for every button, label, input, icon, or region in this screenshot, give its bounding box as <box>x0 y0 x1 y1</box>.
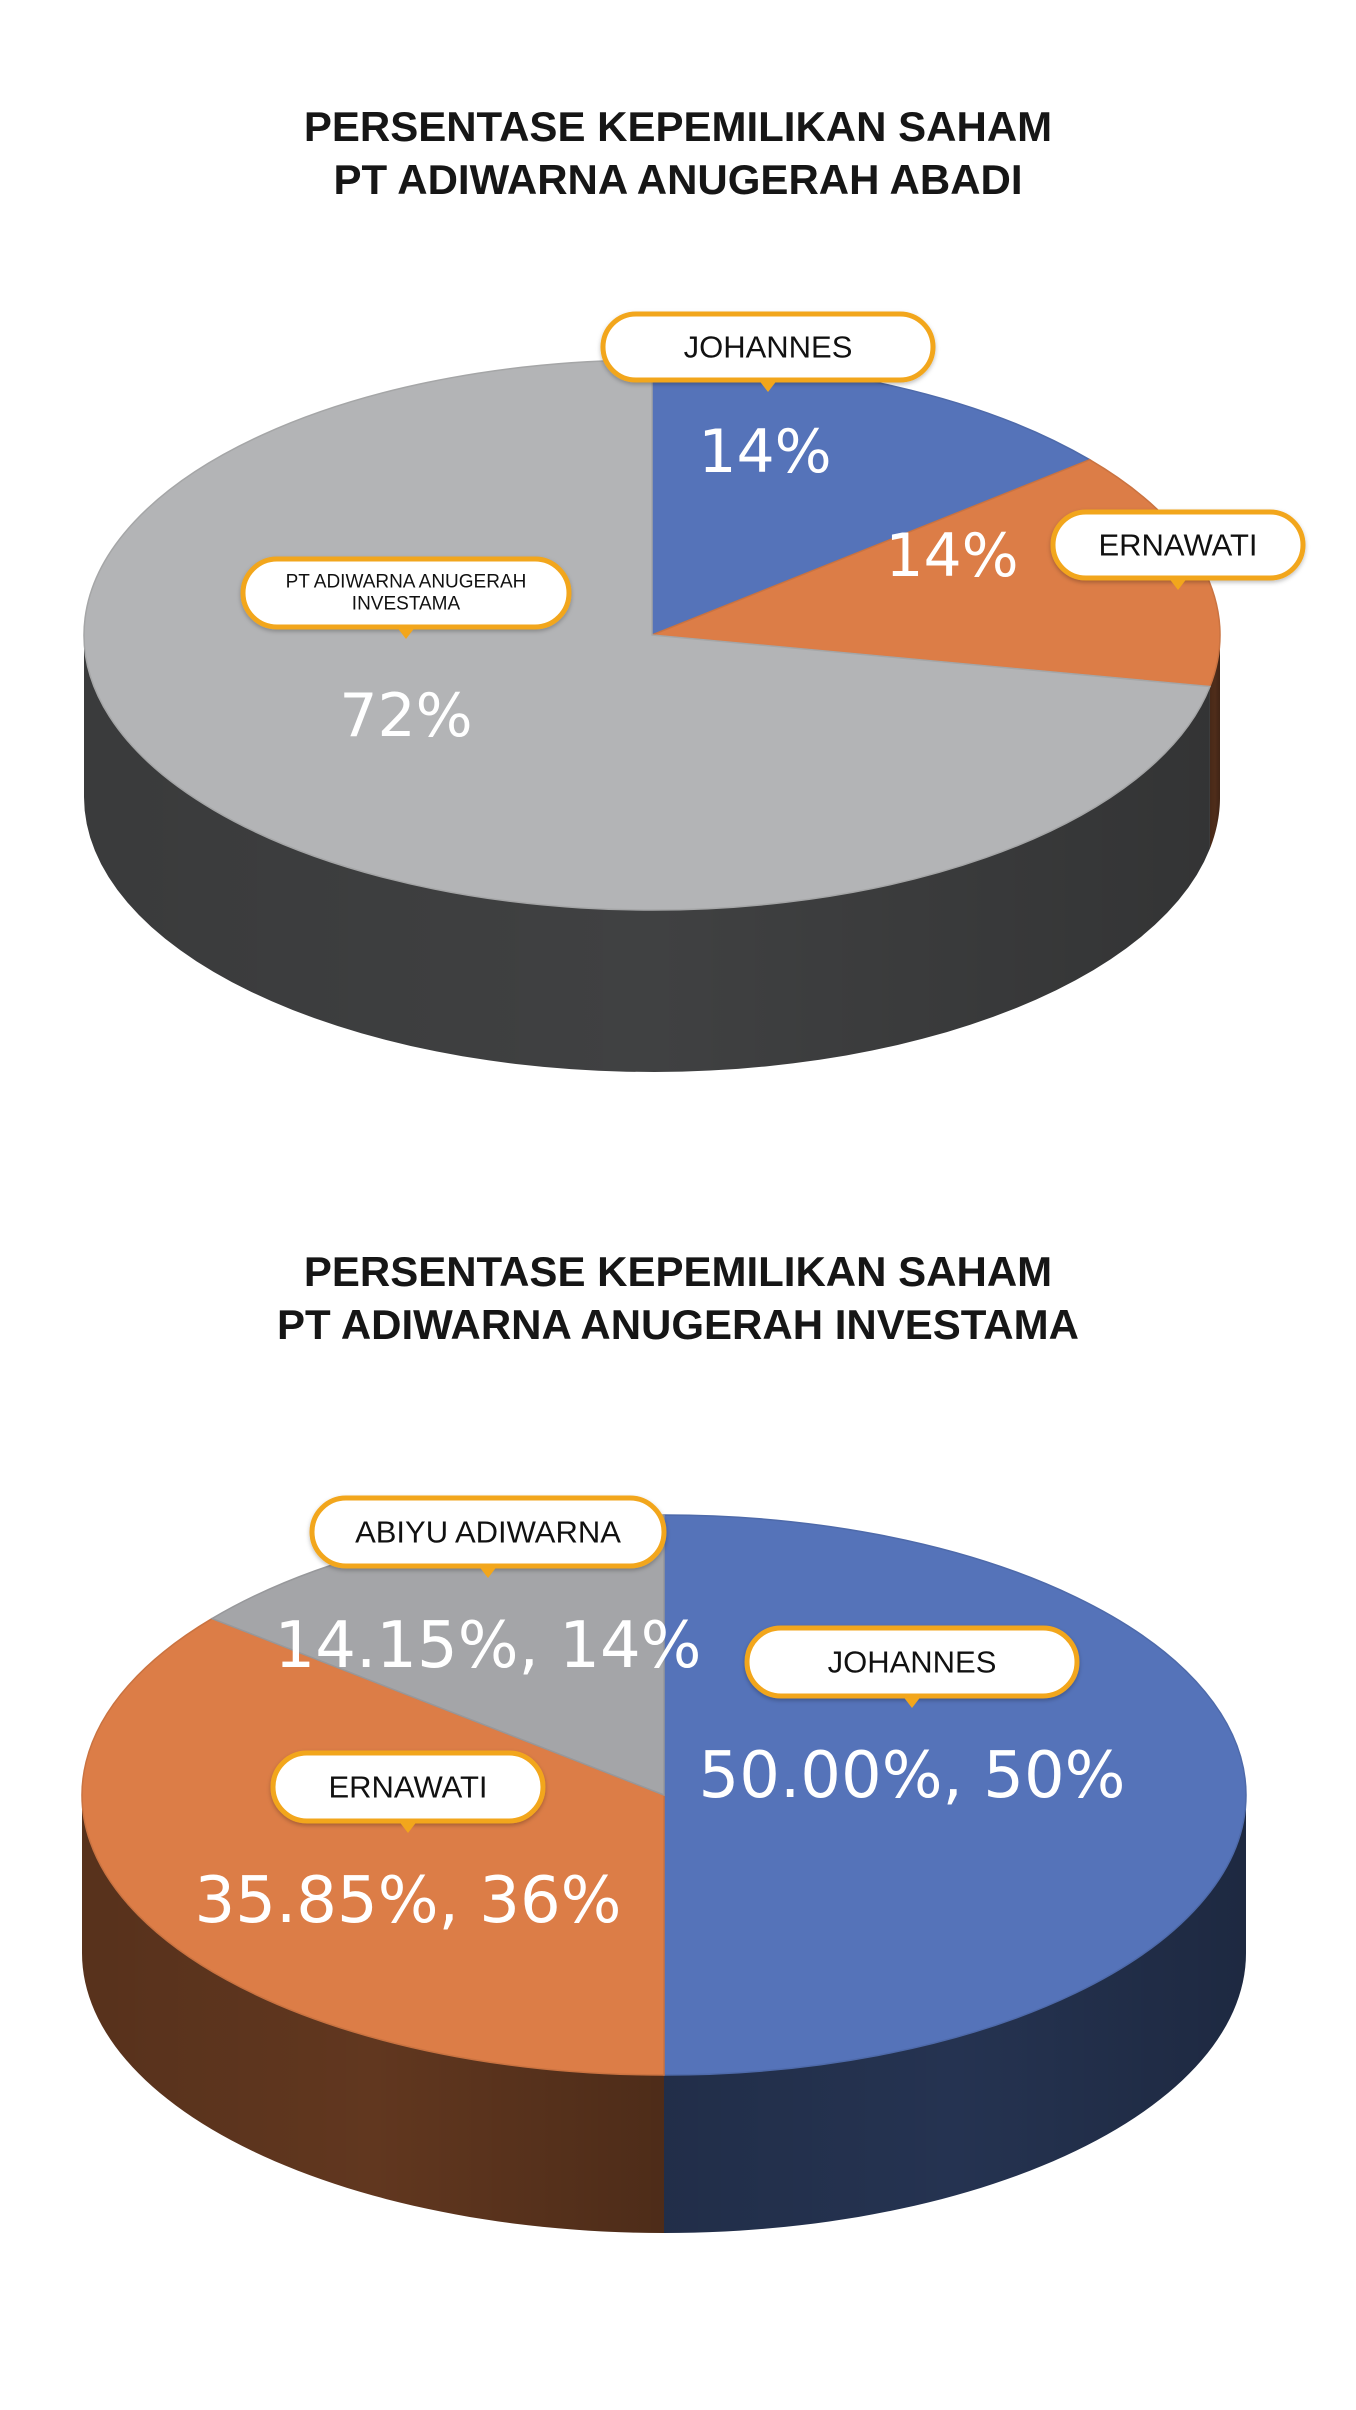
chart-2-title-line-2: PT ADIWARNA ANUGERAH INVESTAMA <box>277 1301 1079 1348</box>
chart-1-value-label-3: 72% <box>339 681 472 751</box>
chart-2-callout-2: ERNAWATI <box>270 1750 546 1833</box>
chart-2-slice-label-3: ABIYU ADIWARNA <box>355 1515 621 1550</box>
chart-2-callout-1: JOHANNES <box>744 1625 1080 1708</box>
chart-2-callout-pointer-3 <box>478 1565 498 1578</box>
chart-2-callout-pointer-2 <box>398 1820 418 1833</box>
chart-1-title-line-2: PT ADIWARNA ANUGERAH ABADI <box>333 156 1023 203</box>
chart-2-side-shading-1 <box>664 1795 1246 2233</box>
chart-1-value-label-2: 14% <box>885 521 1018 591</box>
chart-2-pie: JOHANNES 50.00%, 50% ERNAWATI 35.85%, 36% AB… <box>81 1495 1247 2233</box>
chart-2-value-label-1: 50.00%, 50% <box>699 1739 1126 1813</box>
chart-2-slice-2 <box>81 1617 665 2076</box>
chart-2-side-shading-2 <box>82 1795 664 2233</box>
chart-1-side-shading-2 <box>1209 635 1220 849</box>
chart-1-title: PERSENTASE KEPEMILIKAN SAHAM PT ADIWARNA… <box>0 100 1356 206</box>
chart-2-slice-label-1: JOHANNES <box>828 1645 997 1680</box>
chart-1-side-shading-3 <box>84 635 1210 1072</box>
chart-2-callout-pointer-1 <box>902 1695 922 1708</box>
chart-1-value-label-1: 14% <box>698 417 831 487</box>
chart-1-callout-pointer-2 <box>1168 577 1188 590</box>
chart-1-pie: JOHANNES 14% ERNAWATI 14% PT ADIWARNA ANUGER… <box>83 311 1306 1072</box>
chart-1-slice-label-3-line-1: PT ADIWARNA ANUGERAH <box>286 572 527 593</box>
chart-2-value-label-2: 35.85%, 36% <box>195 1864 622 1938</box>
chart-2-title: PERSENTASE KEPEMILIKAN SAHAM PT ADIWARNA… <box>0 1245 1356 1351</box>
chart-2-slice-label-2: ERNAWATI <box>328 1770 487 1805</box>
chart-1-callout-pointer-3 <box>396 626 416 639</box>
chart-1-callout-2: ERNAWATI <box>1050 509 1306 590</box>
chart-1-callout-pointer-1 <box>758 379 778 392</box>
chart-1-title-line-1: PERSENTASE KEPEMILIKAN SAHAM <box>303 103 1053 150</box>
chart-1-slice-label-1: JOHANNES <box>684 330 853 365</box>
chart-2-value-label-3: 14.15%, 14% <box>275 1609 702 1683</box>
chart-2-callout-3: ABIYU ADIWARNA <box>309 1495 667 1578</box>
chart-1-callout-1: JOHANNES <box>600 311 936 392</box>
chart-2-title-line-1: PERSENTASE KEPEMILIKAN SAHAM <box>303 1248 1053 1295</box>
chart-1-slice-3 <box>83 359 1212 911</box>
chart-1-slice-label-3-line-2: INVESTAMA <box>352 593 461 614</box>
chart-1-slice-label-2: ERNAWATI <box>1098 528 1257 563</box>
